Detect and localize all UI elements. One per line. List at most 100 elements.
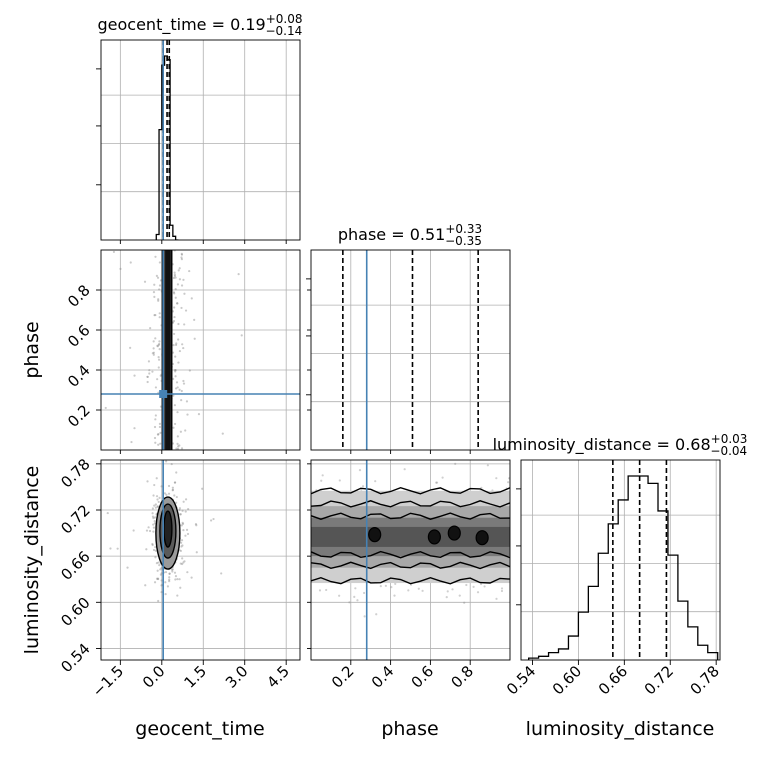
sample-point — [175, 495, 178, 499]
sample-point — [441, 476, 444, 479]
sample-point — [180, 398, 183, 402]
sample-point — [157, 599, 160, 603]
title-upper-error: +0.08 — [266, 12, 303, 26]
density-peak — [475, 530, 489, 546]
sample-point — [148, 529, 152, 533]
sample-point — [146, 380, 149, 384]
y-axis-label: phase — [21, 321, 43, 378]
sample-point — [159, 405, 163, 408]
sample-point — [171, 489, 174, 492]
sample-point — [176, 435, 179, 438]
sample-point — [175, 381, 179, 384]
sample-point — [151, 542, 154, 546]
sample-point — [180, 253, 184, 256]
sample-point — [179, 430, 182, 433]
y-tick-label: 0.4 — [64, 361, 94, 391]
sample-point — [154, 313, 157, 317]
y-tick-label: 0.6 — [64, 321, 94, 351]
sample-point — [148, 372, 151, 375]
sample-point — [158, 316, 161, 319]
sample-point — [155, 477, 158, 480]
sample-point — [171, 570, 174, 573]
sample-point — [158, 425, 161, 429]
sample-point — [153, 519, 156, 523]
sample-point — [168, 578, 171, 581]
x-tick-label: 0.6 — [408, 662, 438, 692]
sample-point — [338, 594, 341, 597]
x-tick-label: 0.78 — [687, 662, 723, 698]
title-upper-error: +0.33 — [445, 222, 482, 236]
sample-point — [182, 379, 185, 383]
contour-line — [311, 512, 510, 520]
sample-point — [165, 460, 168, 463]
sample-point — [116, 547, 119, 550]
sample-point — [182, 278, 185, 281]
contour-line — [311, 576, 510, 585]
sample-point — [152, 530, 155, 533]
sample-point — [240, 334, 243, 337]
sample-point — [445, 596, 448, 599]
sample-point — [180, 389, 183, 393]
sample-point — [472, 585, 475, 589]
y-tick-label: 0.72 — [57, 501, 93, 537]
sample-point — [158, 348, 161, 351]
sample-point — [153, 295, 156, 298]
sample-point — [156, 505, 159, 508]
y-tick-label: 0.2 — [64, 401, 94, 431]
sample-point — [176, 386, 179, 389]
sample-point — [152, 340, 155, 343]
sample-point — [119, 267, 122, 270]
sample-point — [156, 433, 160, 436]
sample-point — [183, 323, 186, 326]
sample-point — [173, 481, 177, 484]
sample-point — [154, 503, 157, 506]
sample-point — [173, 369, 177, 372]
sample-point — [176, 283, 180, 286]
sample-point — [407, 589, 410, 592]
sample-point — [173, 332, 176, 336]
sample-point — [379, 585, 382, 588]
sample-point — [174, 355, 177, 358]
sample-point — [181, 562, 184, 566]
sample-point — [157, 299, 160, 302]
x-tick-label: 0.72 — [641, 662, 677, 698]
sample-point — [180, 252, 183, 255]
sample-point — [152, 526, 156, 529]
sample-point — [133, 374, 136, 377]
sample-point — [157, 500, 160, 504]
sample-point — [500, 589, 504, 593]
sample-point — [465, 583, 468, 587]
title-upper-error: +0.03 — [711, 432, 748, 446]
sample-point — [184, 429, 187, 432]
sample-point — [173, 273, 176, 276]
sample-point — [171, 568, 174, 571]
sample-point — [104, 406, 107, 410]
sample-point — [153, 436, 157, 440]
sample-point — [172, 276, 175, 280]
histogram-steps — [528, 475, 719, 660]
title-value: luminosity_distance = 0.68 — [493, 435, 711, 455]
x-tick-label: 0.66 — [595, 662, 631, 698]
sample-point — [178, 267, 181, 270]
sample-point — [197, 413, 201, 416]
sample-point — [179, 586, 182, 589]
sample-point — [173, 315, 176, 319]
sample-point — [172, 394, 175, 397]
sample-point — [133, 427, 136, 430]
sample-point — [184, 510, 187, 513]
sample-point — [348, 601, 351, 604]
sample-point — [157, 358, 161, 361]
sample-point — [176, 302, 179, 305]
sample-point — [146, 480, 149, 483]
sample-point — [159, 442, 162, 445]
sample-point — [153, 314, 156, 317]
sample-point — [159, 573, 163, 576]
sample-point — [180, 306, 183, 310]
sample-point — [463, 601, 466, 604]
sample-point — [173, 481, 177, 484]
sample-point — [479, 582, 483, 586]
sample-point — [375, 613, 378, 616]
sample-point — [170, 568, 174, 571]
panel-frame — [310, 249, 511, 451]
